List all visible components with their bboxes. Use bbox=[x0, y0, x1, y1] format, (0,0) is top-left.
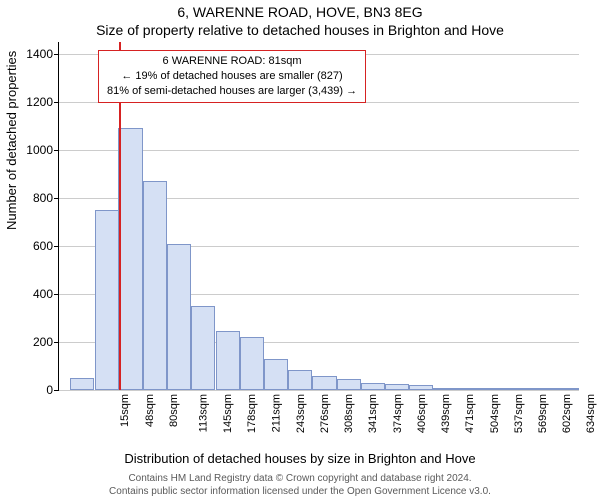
histogram-bar bbox=[264, 359, 288, 390]
histogram-bar bbox=[95, 210, 119, 390]
x-tick-label: 145sqm bbox=[222, 394, 234, 433]
grid-line bbox=[59, 390, 579, 391]
x-tick-label: 569sqm bbox=[537, 394, 549, 433]
histogram-bar bbox=[482, 388, 506, 390]
histogram-bar bbox=[458, 388, 482, 390]
x-tick-label: 243sqm bbox=[295, 394, 307, 433]
histogram-bar bbox=[506, 388, 530, 390]
y-tick-label: 800 bbox=[33, 191, 53, 205]
x-tick-label: 471sqm bbox=[464, 394, 476, 433]
info-box-line: 6 WARENNE ROAD: 81sqm bbox=[107, 54, 357, 69]
histogram-bar bbox=[70, 378, 94, 390]
y-tick-mark bbox=[54, 294, 59, 295]
x-tick-label: 15sqm bbox=[119, 394, 131, 427]
property-info-box: 6 WARENNE ROAD: 81sqm← 19% of detached h… bbox=[98, 50, 366, 103]
chart-footer: Contains HM Land Registry data © Crown c… bbox=[0, 472, 600, 498]
histogram-bar bbox=[216, 331, 240, 390]
y-tick-label: 0 bbox=[46, 383, 53, 397]
histogram-bar bbox=[337, 379, 361, 390]
x-tick-label: 178sqm bbox=[246, 394, 258, 433]
y-axis-label: Number of detached properties bbox=[4, 51, 19, 230]
y-tick-mark bbox=[54, 102, 59, 103]
y-tick-mark bbox=[54, 150, 59, 151]
x-tick-label: 602sqm bbox=[561, 394, 573, 433]
y-tick-label: 600 bbox=[33, 239, 53, 253]
y-tick-mark bbox=[54, 342, 59, 343]
x-tick-label: 634sqm bbox=[585, 394, 597, 433]
x-tick-label: 48sqm bbox=[144, 394, 156, 427]
histogram-bar bbox=[143, 181, 167, 390]
y-tick-label: 1000 bbox=[26, 143, 53, 157]
chart-title-line2: Size of property relative to detached ho… bbox=[0, 22, 600, 38]
histogram-bar bbox=[312, 376, 336, 390]
x-tick-label: 537sqm bbox=[513, 394, 525, 433]
info-box-line: 81% of semi-detached houses are larger (… bbox=[107, 84, 357, 99]
x-axis-label: Distribution of detached houses by size … bbox=[0, 451, 600, 466]
histogram-bar bbox=[433, 388, 457, 390]
histogram-bar bbox=[385, 384, 409, 390]
x-tick-label: 374sqm bbox=[392, 394, 404, 433]
x-tick-label: 439sqm bbox=[440, 394, 452, 433]
histogram-bar bbox=[409, 385, 433, 390]
x-tick-label: 113sqm bbox=[197, 394, 209, 432]
histogram-bar bbox=[167, 244, 191, 390]
y-tick-label: 1400 bbox=[26, 47, 53, 61]
x-tick-label: 211sqm bbox=[270, 394, 282, 432]
histogram-bar bbox=[530, 388, 554, 390]
histogram-bar bbox=[118, 128, 142, 390]
histogram-bar bbox=[361, 383, 385, 390]
x-tick-label: 504sqm bbox=[489, 394, 501, 433]
y-tick-label: 1200 bbox=[26, 95, 53, 109]
y-tick-label: 400 bbox=[33, 287, 53, 301]
info-box-line: ← 19% of detached houses are smaller (82… bbox=[107, 69, 357, 84]
y-tick-mark bbox=[54, 198, 59, 199]
x-tick-label: 341sqm bbox=[368, 394, 380, 433]
x-tick-label: 406sqm bbox=[416, 394, 428, 433]
x-tick-label: 276sqm bbox=[319, 394, 331, 433]
x-tick-label: 308sqm bbox=[343, 394, 355, 433]
histogram-bar bbox=[191, 306, 215, 390]
x-tick-label: 80sqm bbox=[168, 394, 180, 427]
y-tick-mark bbox=[54, 54, 59, 55]
histogram-bar bbox=[554, 388, 578, 390]
footer-line1: Contains HM Land Registry data © Crown c… bbox=[0, 472, 600, 485]
chart-title-line1: 6, WARENNE ROAD, HOVE, BN3 8EG bbox=[0, 4, 600, 20]
histogram-bar bbox=[288, 370, 312, 390]
footer-line2: Contains public sector information licen… bbox=[0, 485, 600, 498]
y-tick-label: 200 bbox=[33, 335, 53, 349]
y-tick-mark bbox=[54, 246, 59, 247]
histogram-bar bbox=[240, 337, 264, 390]
y-tick-mark bbox=[54, 390, 59, 391]
